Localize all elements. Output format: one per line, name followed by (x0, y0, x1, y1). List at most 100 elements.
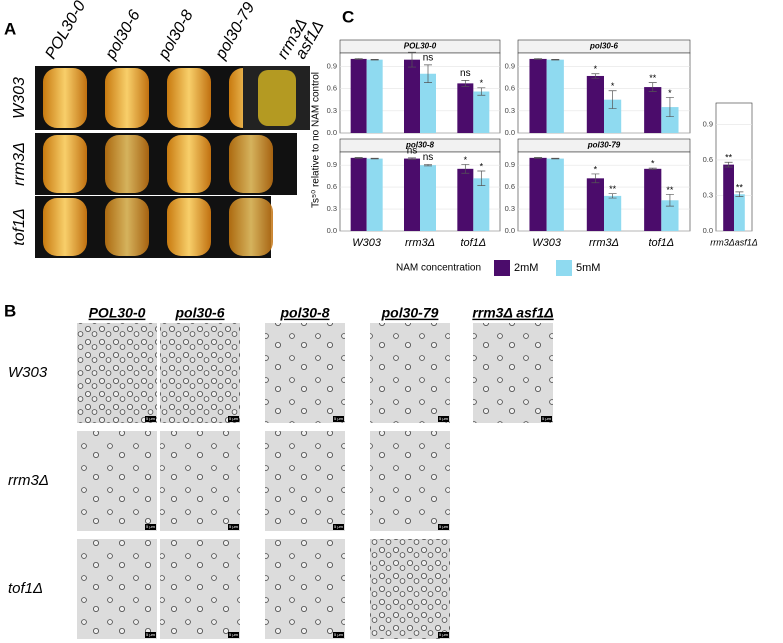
bar (420, 73, 436, 133)
error-bar (591, 173, 600, 184)
bar (546, 158, 564, 231)
micrograph (77, 323, 157, 423)
panel-label: C (342, 7, 354, 26)
bar (586, 178, 604, 231)
scale-bar (228, 632, 239, 638)
panel-c: Ts⁵⁰ relative to no NAM control POL30-0 0.… (311, 39, 758, 276)
y-tick-label: 0.9 (703, 119, 713, 128)
micrograph (370, 323, 450, 423)
tube (43, 68, 87, 128)
scale-bar-label: 5 μm (146, 632, 156, 637)
scale-bar-label: 5 μm (229, 524, 239, 529)
column-label: pol30-8 (279, 305, 329, 321)
bar (457, 168, 474, 231)
error-bar (370, 157, 379, 160)
significance-label: ** (649, 73, 657, 83)
scale-bar-label: 5 μm (439, 524, 449, 529)
bar (404, 59, 420, 133)
scale-bar (438, 416, 449, 422)
y-tick-label: 0.0 (703, 226, 713, 235)
bar (366, 59, 383, 133)
y-tick-label: 0.9 (327, 160, 337, 169)
x-tick-label: W303 (532, 237, 562, 249)
scale-bar (438, 632, 449, 638)
scale-bar-label: 5 μm (439, 416, 449, 421)
significance-label: * (480, 78, 484, 88)
legend-swatch (556, 260, 572, 276)
row-label: W303 (11, 77, 28, 119)
bar (350, 58, 367, 133)
bar (350, 157, 367, 231)
error-bar (665, 97, 674, 118)
micrograph (160, 431, 240, 531)
y-tick-label: 0.3 (327, 106, 337, 115)
significance-label: ** (725, 153, 733, 163)
error-bar (608, 193, 617, 199)
tube (167, 68, 211, 128)
significance-label: * (611, 81, 615, 91)
error-bar (534, 58, 543, 60)
y-axis-label: Ts⁵⁰ relative to no NAM control (311, 72, 322, 208)
error-bar (424, 164, 432, 167)
error-bar (408, 157, 416, 160)
bar (546, 59, 564, 133)
micrograph (77, 539, 157, 639)
significance-label: ** (736, 182, 744, 192)
bar (529, 157, 547, 231)
bar (420, 165, 436, 231)
scale-bar-label: 5 μm (334, 524, 344, 529)
bar (473, 91, 490, 133)
error-bar (461, 164, 470, 174)
bar (604, 195, 622, 231)
row-label: tof1Δ (11, 208, 28, 245)
scale-bar (333, 524, 344, 530)
error-bar (648, 82, 657, 92)
bar (366, 158, 383, 231)
y-tick-label: 0.3 (327, 204, 337, 213)
bar (586, 75, 604, 133)
bar (661, 107, 679, 133)
tube (43, 198, 87, 256)
column-label: pol30-79 (212, 0, 258, 63)
tube (229, 135, 273, 193)
row-label: rrm3Δ (8, 472, 49, 489)
error-bar (408, 51, 416, 68)
y-tick-label: 0.3 (505, 204, 515, 213)
x-tick-label: tof1Δ (460, 237, 486, 249)
scale-bar-label: 5 μm (334, 632, 344, 637)
error-bar (648, 167, 657, 170)
y-tick-label: 0.3 (505, 106, 515, 115)
error-bar (461, 80, 470, 87)
bar (404, 158, 420, 231)
y-tick-label: 0.9 (505, 61, 515, 70)
significance-label: * (480, 161, 484, 171)
error-bar (354, 157, 363, 159)
scale-bar (228, 524, 239, 530)
bar (644, 168, 662, 231)
error-bar (724, 161, 733, 168)
tube (167, 135, 211, 193)
y-tick-label: 0.6 (505, 84, 515, 93)
legend-label: 5mM (576, 262, 600, 274)
legend-title: NAM concentration (396, 263, 481, 274)
y-tick-label: 0.6 (505, 182, 515, 191)
scale-bar (145, 632, 156, 638)
scale-bar-label: 5 μm (146, 524, 156, 529)
micrograph (370, 539, 450, 639)
error-bar (477, 87, 486, 96)
column-label: pol30-6 (174, 305, 224, 321)
x-tick-label: rrm3Δ (589, 237, 619, 249)
scale-bar (228, 416, 239, 422)
facet-title: pol30-6 (589, 42, 619, 51)
scale-bar (438, 524, 449, 530)
error-bar (370, 58, 379, 61)
scale-bar-label: 5 μm (146, 416, 156, 421)
column-label: rrm3Δ asf1Δ (472, 305, 553, 321)
panel-a: POL30-0 pol30-6 pol30-8 pol30-79 rrm3Δasf1ΔW… (11, 0, 328, 258)
significance-label: ns (423, 152, 434, 163)
scale-bar-label: 5 μm (439, 632, 449, 637)
legend-swatch (494, 260, 510, 276)
column-label: pol30-8 (155, 7, 197, 63)
significance-label: * (594, 64, 598, 74)
